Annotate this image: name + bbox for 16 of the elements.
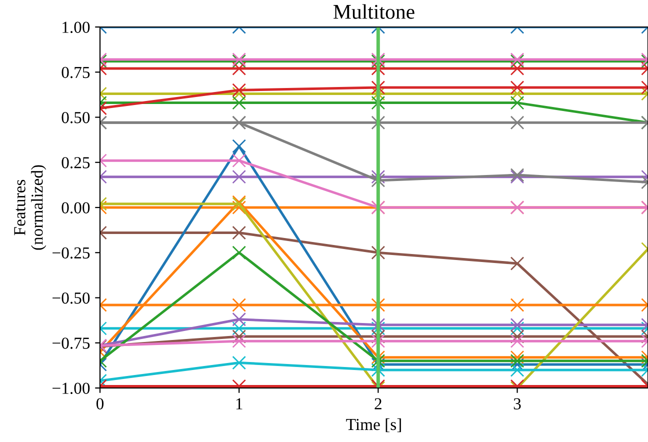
y-tick-label: 0.25: [62, 157, 90, 168]
y-axis-title: Features (normalized): [14, 165, 46, 250]
y-tick-label: 0.00: [62, 202, 90, 214]
x-axis-title: Time [s]: [346, 418, 401, 432]
y-tick-label: −0.75: [52, 338, 90, 349]
x-tick-label: 3: [514, 398, 521, 410]
x-tick-label: 2: [374, 398, 382, 410]
y-tick-label: 1.00: [62, 22, 90, 34]
x-tick-label: 1: [236, 398, 242, 410]
x-tick-label: 0: [96, 398, 104, 410]
y-tick-label: −0.25: [52, 247, 90, 259]
y-tick-label: 0.50: [62, 112, 90, 124]
y-tick-label: −0.50: [52, 292, 90, 304]
y-tick-label: −1.00: [52, 382, 90, 394]
chart-title: Multitone: [334, 4, 414, 19]
y-tick-label: 0.75: [62, 66, 90, 78]
